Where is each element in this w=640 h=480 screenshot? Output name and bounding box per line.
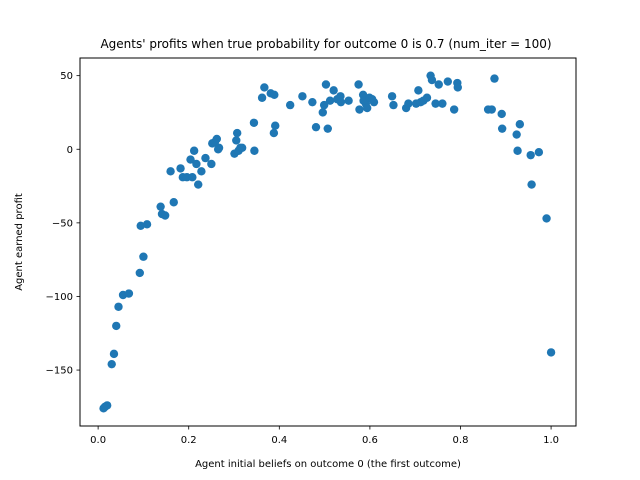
- data-point: [389, 100, 398, 110]
- data-point: [321, 80, 331, 89]
- data-points: [99, 71, 556, 413]
- y-tick-label: 0: [67, 145, 73, 156]
- data-point: [237, 143, 247, 152]
- data-point: [194, 180, 203, 189]
- y-axis: −150 −100 −50 0 50: [46, 71, 80, 377]
- data-point: [515, 120, 525, 129]
- data-point: [534, 148, 544, 157]
- data-point: [453, 83, 462, 92]
- data-point: [318, 108, 327, 117]
- x-tick-label: 0.2: [181, 435, 197, 446]
- data-point: [124, 289, 134, 298]
- data-point: [257, 93, 267, 102]
- x-axis-label: Agent initial beliefs on outcome 0 (the …: [195, 459, 461, 470]
- data-point: [404, 99, 413, 108]
- data-point: [135, 268, 144, 278]
- data-point: [270, 90, 279, 100]
- x-tick-label: 0.8: [453, 435, 469, 446]
- data-point: [438, 99, 447, 108]
- data-point: [490, 74, 499, 83]
- data-point: [325, 96, 335, 105]
- data-point: [427, 75, 437, 85]
- x-tick-label: 1.0: [543, 435, 559, 446]
- chart-title: Agents' profits when true probability fo…: [100, 37, 551, 51]
- data-point: [311, 122, 321, 132]
- data-point: [336, 97, 346, 107]
- y-tick-label: −50: [52, 218, 73, 229]
- data-point: [102, 401, 112, 410]
- y-tick-label: −100: [46, 292, 73, 303]
- data-point: [166, 167, 175, 176]
- data-point: [308, 97, 317, 107]
- data-point: [362, 103, 372, 113]
- data-point: [112, 321, 121, 331]
- data-point: [250, 146, 259, 155]
- data-point: [114, 302, 123, 311]
- x-tick-label: 0.0: [90, 435, 106, 446]
- data-point: [160, 211, 170, 220]
- data-point: [542, 214, 551, 223]
- data-point: [344, 96, 353, 105]
- data-point: [107, 359, 116, 369]
- data-point: [323, 124, 332, 133]
- data-point: [449, 105, 459, 114]
- data-point: [487, 105, 496, 114]
- plot-frame: [79, 57, 577, 427]
- x-axis: 0.0 0.2 0.4 0.6 0.8 1.0: [90, 426, 559, 446]
- data-point: [201, 153, 210, 163]
- data-point: [319, 100, 329, 110]
- data-point: [355, 105, 364, 114]
- data-point: [414, 86, 423, 95]
- data-point: [212, 134, 221, 144]
- y-axis-label: Agent earned profit: [14, 193, 25, 291]
- data-point: [169, 198, 178, 207]
- y-tick-label: 50: [60, 71, 73, 82]
- data-point: [139, 252, 148, 261]
- data-point: [443, 77, 453, 86]
- data-point: [497, 124, 507, 133]
- data-point: [298, 92, 307, 101]
- data-point: [214, 143, 224, 152]
- data-point: [285, 100, 295, 110]
- data-point: [269, 128, 279, 138]
- data-point: [249, 118, 259, 127]
- data-point: [497, 109, 506, 119]
- y-tick-label: −150: [46, 366, 73, 377]
- x-tick-label: 0.4: [271, 435, 287, 446]
- data-point: [354, 80, 363, 89]
- x-tick-label: 0.6: [362, 435, 378, 446]
- data-point: [197, 167, 206, 176]
- data-point: [142, 220, 152, 229]
- data-point: [156, 202, 165, 211]
- data-point: [232, 136, 241, 145]
- data-point: [431, 99, 440, 108]
- data-point: [192, 159, 201, 169]
- data-point: [387, 92, 397, 101]
- data-point: [188, 173, 197, 182]
- data-point: [546, 348, 556, 357]
- data-point: [512, 130, 521, 139]
- data-point: [527, 180, 536, 189]
- data-point: [207, 159, 216, 169]
- data-point: [189, 146, 199, 155]
- data-point: [434, 80, 443, 89]
- data-point: [369, 97, 379, 107]
- data-point: [109, 349, 119, 359]
- data-point: [136, 221, 145, 231]
- data-point: [176, 164, 185, 173]
- data-point: [186, 155, 195, 164]
- data-point: [513, 146, 522, 155]
- data-point: [232, 128, 242, 138]
- data-point: [422, 93, 432, 102]
- data-point: [271, 121, 280, 130]
- data-point: [329, 86, 338, 95]
- data-point: [526, 150, 535, 160]
- data-point: [260, 83, 269, 92]
